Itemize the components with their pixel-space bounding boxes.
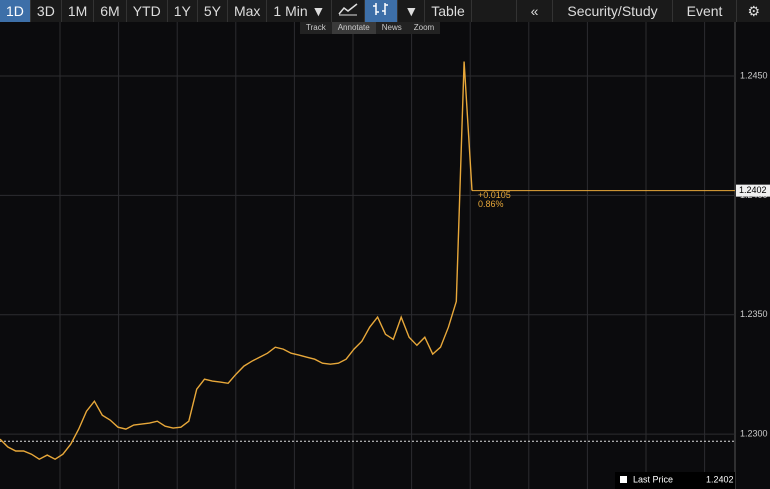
range-button[interactable]: YTD [127,0,168,22]
range-button[interactable]: 1M [62,0,95,22]
interval-button[interactable]: 1 Min ▼ [267,0,333,22]
range-button[interactable]: 1D [0,0,31,22]
settings-button[interactable]: ⚙ [747,3,760,19]
legend-name: Last Price [633,474,673,484]
change-label: +0.0105 [478,190,511,200]
range-button[interactable]: Max [228,0,268,22]
legend-box [615,472,735,489]
subtoolbar: Track Annotate News Zoom [300,22,441,34]
dropdown[interactable]: ▼ [398,0,426,22]
price-line [0,61,473,461]
subtool-button[interactable]: Annotate [331,22,376,34]
range-button[interactable]: 5Y [198,0,228,22]
last-price-box [736,184,770,197]
y-tick-label: 1.2350 [740,309,768,319]
table-button[interactable]: Table [425,0,472,22]
subtool-button[interactable]: News [381,23,402,32]
range-button[interactable]: 1Y [168,0,198,22]
range-button[interactable]: 6M [94,0,127,22]
legend-swatch [620,476,627,483]
toolbar: 1D 3D 1M 6M YTD 1Y 5Y Max 1 Min ▼ ▼ Table «Security… [0,0,770,22]
event-button[interactable]: Event [673,0,738,22]
subtool-button[interactable]: Track [306,23,326,32]
legend-value: 1.2402 [706,474,734,484]
subtool-button[interactable]: Zoom [413,23,435,32]
y-tick-label: 1.2300 [740,428,768,438]
last-price-label: 1.2402 [739,185,767,195]
line-icon[interactable] [332,0,366,22]
y-tick-label: 1.2450 [740,70,768,80]
range-button[interactable]: 3D [31,0,62,22]
security-button[interactable]: Security/Study [553,0,673,22]
axis-panel [735,0,770,489]
collapse-button[interactable]: « [517,0,554,22]
bar-icon[interactable] [365,0,399,22]
change-pct-label: 0.86% [478,199,504,209]
spacer [472,0,517,22]
